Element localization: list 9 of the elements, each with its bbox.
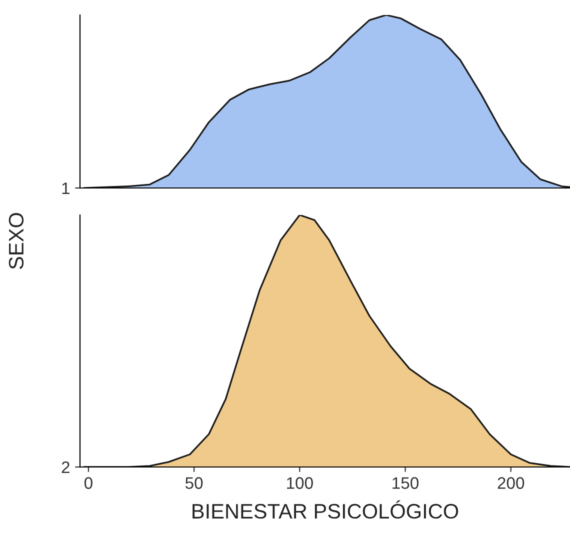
x-tick-label: 50 xyxy=(185,477,203,489)
x-tick-label: 200 xyxy=(498,477,524,489)
x-tick-label: 150 xyxy=(392,477,419,489)
y-axis-title: SEXO xyxy=(8,213,24,269)
x-axis-title: BIENESTAR PSICOLÓGICO xyxy=(192,500,458,519)
x-tick-label: 0 xyxy=(84,477,92,489)
series-label: 1 xyxy=(62,182,70,194)
series-label: 2 xyxy=(62,461,70,474)
x-tick-label: 100 xyxy=(287,477,313,489)
